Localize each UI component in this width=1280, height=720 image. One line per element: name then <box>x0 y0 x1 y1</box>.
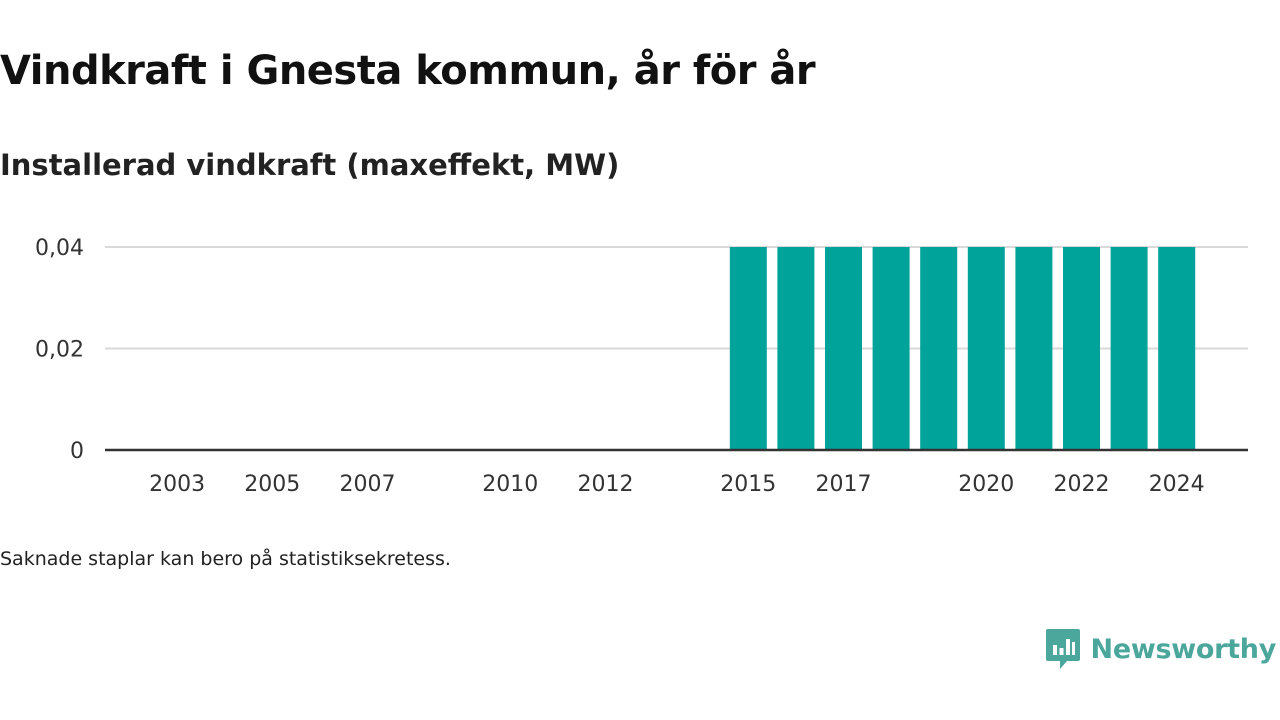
y-tick-label: 0 <box>70 439 84 464</box>
x-tick-label: 2003 <box>149 472 205 497</box>
bar-2020 <box>967 247 1005 450</box>
x-tick-label: 2012 <box>578 472 634 497</box>
x-tick-label: 2007 <box>340 472 396 497</box>
bar-2016 <box>777 247 815 450</box>
chart-title: Vindkraft i Gnesta kommun, år för år <box>0 48 816 94</box>
x-tick-label: 2020 <box>958 472 1014 497</box>
bar-chart: 00,020,04 2003 2005 2007 2010 2012 2015 2017 20… <box>35 236 1248 497</box>
bar-2015 <box>729 247 767 450</box>
x-axis-tick-labels: 2003 2005 2007 2010 2012 2015 2017 2020 2022 2024 <box>149 472 1205 497</box>
brand-logo: Newsworthy <box>1045 628 1276 670</box>
y-tick-label: 0,02 <box>35 338 84 363</box>
x-tick-label: 2017 <box>816 472 872 497</box>
bar-2023 <box>1110 247 1148 450</box>
x-tick-label: 2022 <box>1054 472 1110 497</box>
bar-2019 <box>920 247 958 450</box>
x-tick-label: 2005 <box>244 472 300 497</box>
footnote: Saknade staplar kan bero på statistiksek… <box>0 548 451 570</box>
y-axis-tick-labels: 0 0,02 0,04 <box>35 236 84 464</box>
y-tick-label: 0,04 <box>35 236 84 261</box>
bar-2021 <box>1015 247 1053 450</box>
brand-name: Newsworthy <box>1090 633 1277 665</box>
bar-2018 <box>872 247 910 450</box>
bars <box>729 247 1196 450</box>
newsworthy-logo-icon <box>1045 629 1080 669</box>
x-tick-label: 2015 <box>720 472 776 497</box>
x-tick-label: 2024 <box>1149 472 1205 497</box>
bar-2017 <box>825 247 862 450</box>
gridlines <box>105 246 1248 350</box>
chart-subtitle: Installerad vindkraft (maxeffekt, MW) <box>0 148 620 182</box>
x-tick-label: 2010 <box>482 472 538 497</box>
bar-2022 <box>1063 247 1100 450</box>
bar-2024 <box>1158 247 1196 450</box>
